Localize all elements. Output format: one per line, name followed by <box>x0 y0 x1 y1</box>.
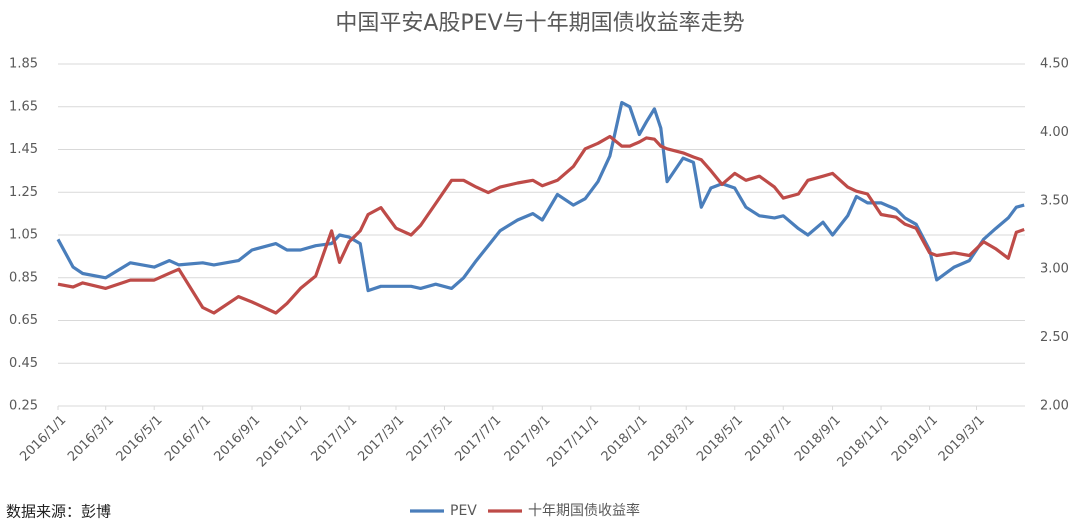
y-tick-label: 0.25 <box>9 399 38 414</box>
x-tick-label: 2017/3/1 <box>355 413 407 465</box>
x-tick-label: 2016/3/1 <box>65 413 117 465</box>
x-tick-label: 2019/1/1 <box>889 413 941 465</box>
x-tick-label: 2019/3/1 <box>936 413 988 465</box>
y2-tick-label: 4.00 <box>1040 125 1069 140</box>
x-tick-label: 2016/9/1 <box>211 413 263 465</box>
x-tick-label: 2018/11/1 <box>835 413 893 471</box>
y-tick-label: 1.65 <box>9 99 38 114</box>
series-line <box>57 134 1025 315</box>
x-tick-label: 2017/1/1 <box>308 413 360 465</box>
y-tick-label: 0.85 <box>9 270 38 285</box>
y-tick-label: 1.45 <box>9 142 38 157</box>
source-note: 数据来源：彭博 <box>6 503 111 521</box>
x-tick-label: 2016/11/1 <box>254 413 312 471</box>
x-tick-label: 2018/9/1 <box>792 413 844 465</box>
y2-tick-label: 2.00 <box>1040 399 1069 414</box>
y-tick-label: 1.85 <box>9 57 38 72</box>
series-line <box>56 100 1025 293</box>
x-tick-label: 2017/5/1 <box>404 413 456 465</box>
x-tick-label: 2018/5/1 <box>694 413 746 465</box>
x-tick-label: 2018/1/1 <box>599 413 651 465</box>
y-tick-label: 1.05 <box>9 228 38 243</box>
x-tick-label: 2017/9/1 <box>502 413 554 465</box>
y2-tick-label: 2.50 <box>1040 330 1069 345</box>
x-tick-label: 2017/7/1 <box>452 413 504 465</box>
y2-tick-label: 3.50 <box>1040 193 1069 208</box>
x-tick-label: 2018/7/1 <box>743 413 795 465</box>
y-tick-label: 1.25 <box>9 185 38 200</box>
y-tick-label: 0.45 <box>9 356 38 371</box>
chart-title: 中国平安A股PEV与十年期国债收益率走势 <box>335 11 744 36</box>
legend-label: 十年期国债收益率 <box>528 502 640 519</box>
x-tick-label: 2018/3/1 <box>646 413 698 465</box>
x-tick-label: 2016/7/1 <box>162 413 214 465</box>
y-tick-label: 0.65 <box>9 313 38 328</box>
x-tick-label: 2016/5/1 <box>114 413 166 465</box>
x-tick-label: 2017/11/1 <box>544 413 602 471</box>
x-tick-label: 2016/1/1 <box>17 413 69 465</box>
legend-label: PEV <box>450 503 477 519</box>
y2-tick-label: 4.50 <box>1040 57 1069 72</box>
y2-tick-label: 3.00 <box>1040 262 1069 277</box>
